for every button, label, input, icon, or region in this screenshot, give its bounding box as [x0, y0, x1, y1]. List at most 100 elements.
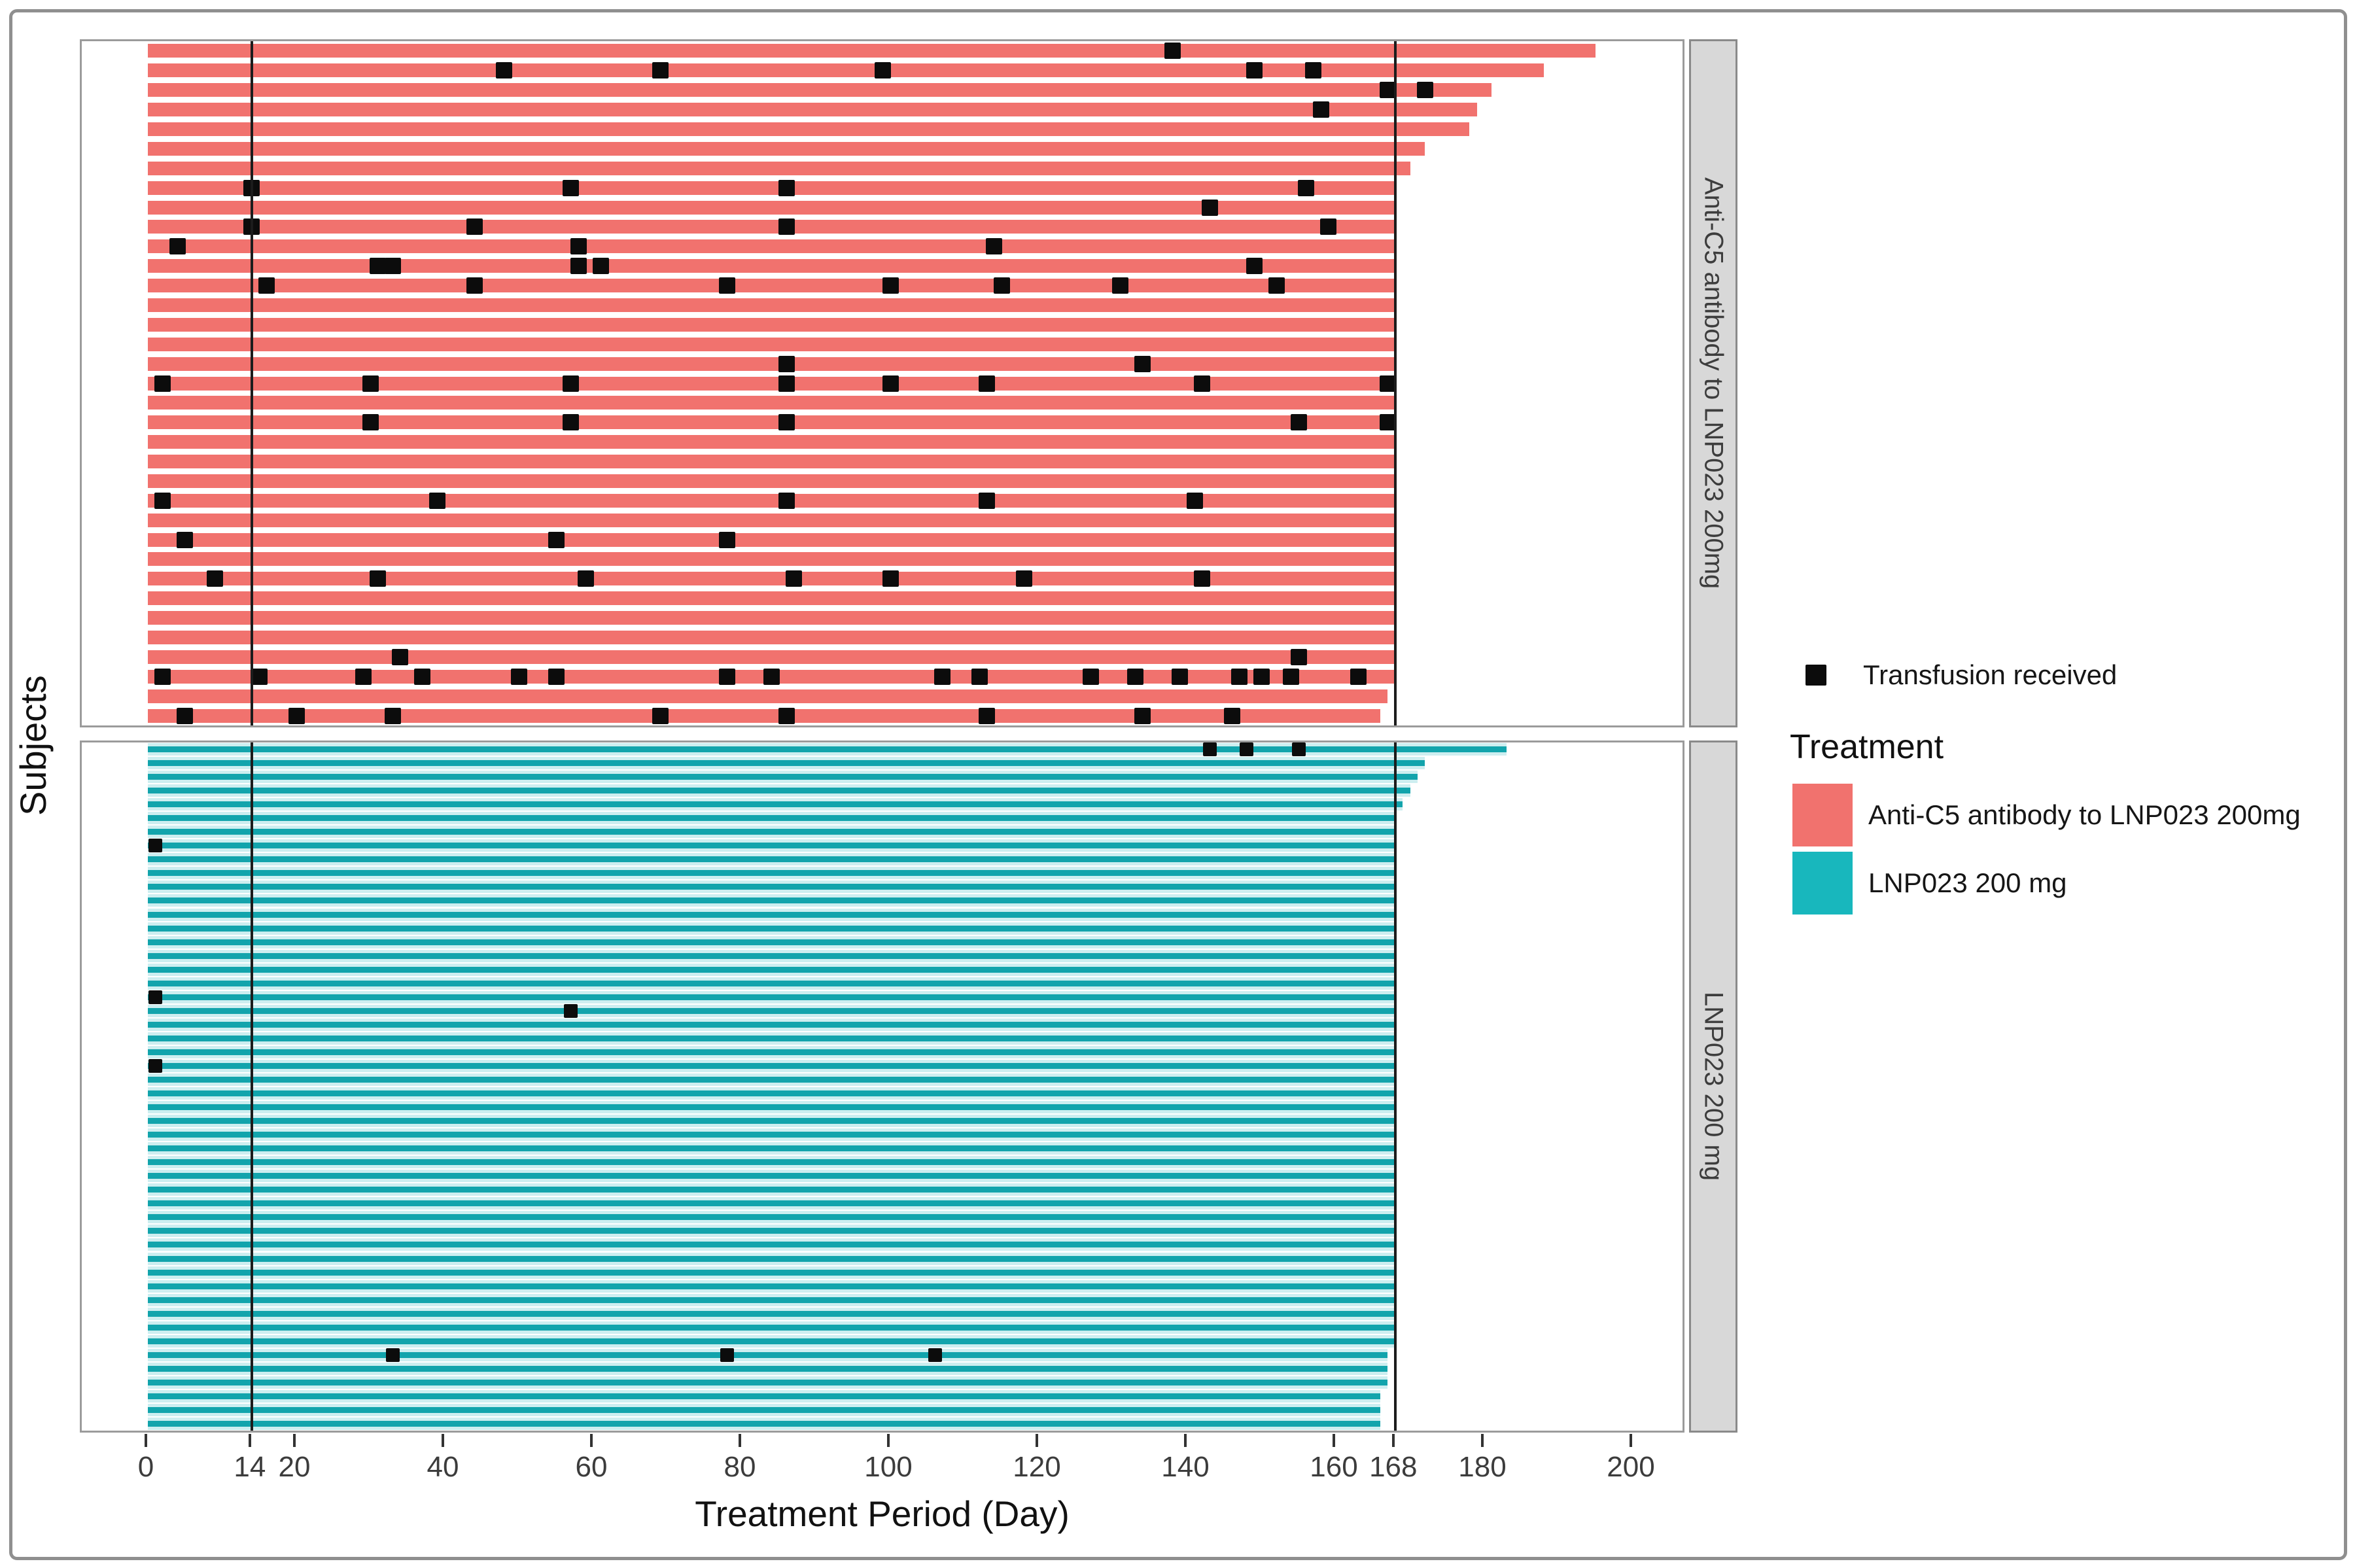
subject-bar [148, 1269, 1395, 1276]
transfusion-marker [1201, 199, 1218, 216]
y-axis-title: Subjects [12, 675, 54, 816]
transfusion-marker [466, 277, 483, 294]
transfusion-marker [882, 277, 899, 294]
transfusion-marker [258, 277, 275, 294]
subject-bar [148, 1365, 1388, 1372]
transfusion-marker [355, 668, 372, 685]
transfusion-marker [1291, 742, 1306, 757]
subject-bar [148, 1324, 1395, 1331]
subject-bar [148, 1228, 1395, 1234]
transfusion-marker [882, 375, 899, 392]
transfusion-marker [778, 375, 795, 392]
legend-item-anti-c5: Anti-C5 antibody to LNP023 200mg [1792, 784, 2301, 846]
subject-bar [148, 980, 1395, 986]
transfusion-marker [1240, 742, 1254, 757]
facet-strip-lnp023: LNP023 200 mg [1689, 740, 1737, 1433]
subject-bar [148, 141, 1425, 156]
subject-bar [148, 200, 1395, 215]
transfusion-marker [1312, 101, 1329, 118]
subject-bar [148, 181, 1395, 195]
transfusion-marker [1194, 570, 1211, 587]
facet-strip-lnp023-label: LNP023 200 mg [1699, 992, 1728, 1181]
transfusion-marker [1164, 43, 1181, 60]
legend-anti-c5-label: Anti-C5 antibody to LNP023 200mg [1868, 799, 2301, 830]
transfusion-marker [169, 238, 186, 255]
reference-line-day-168 [1393, 742, 1397, 1431]
transfusion-marker [563, 375, 580, 392]
x-tick-day-14 [248, 1434, 251, 1447]
subject-bar [148, 532, 1395, 547]
x-tick-day-100 [887, 1434, 890, 1447]
subject-bar [148, 1351, 1388, 1358]
x-axis: 0 14 20 40 60 80 100 120 140 160 168 180 200 [80, 1433, 1684, 1524]
facet-strip-anti-c5: Anti-C5 antibody to LNP023 200mg [1689, 39, 1737, 727]
x-tick-label-day-140: 140 [1161, 1451, 1210, 1483]
transfusion-marker [763, 668, 780, 685]
transfusion-marker [979, 492, 996, 509]
subject-bar [148, 689, 1388, 703]
subject-bar [148, 376, 1395, 391]
legend-lnp023-label: LNP023 200 mg [1868, 867, 2067, 898]
x-tick-label-day-100: 100 [864, 1451, 913, 1483]
transfusion-marker [1253, 668, 1270, 685]
subject-bar [148, 708, 1381, 723]
transfusion-marker [1134, 707, 1151, 724]
transfusion-marker [1202, 742, 1217, 757]
transfusion-marker [1134, 355, 1151, 372]
subject-bar [148, 220, 1395, 234]
transfusion-marker [564, 1003, 578, 1018]
transfusion-marker [979, 375, 996, 392]
subject-bar [148, 1035, 1395, 1041]
x-tick-day-120 [1036, 1434, 1038, 1447]
subject-bar [148, 44, 1596, 58]
subject-bar [148, 63, 1544, 78]
subject-bar [148, 966, 1395, 973]
subject-bar [148, 493, 1395, 508]
transfusion-marker [1230, 668, 1247, 685]
x-axis-title: Treatment Period (Day) [695, 1493, 1070, 1534]
transfusion-marker [548, 531, 565, 548]
subject-bar [148, 357, 1395, 371]
x-tick-day-180 [1481, 1434, 1484, 1447]
transfusion-marker [548, 668, 565, 685]
transfusion-marker [578, 570, 595, 587]
subject-bar [148, 939, 1395, 945]
subject-bar [148, 259, 1395, 273]
transfusion-marker [154, 492, 171, 509]
subject-bar [148, 843, 1395, 849]
x-tick-day-40 [442, 1434, 444, 1447]
transfusion-marker [652, 707, 669, 724]
transfusion-marker [718, 277, 735, 294]
transfusion-marker [1223, 707, 1240, 724]
subject-bar [148, 1159, 1395, 1166]
transfusion-marker [652, 62, 669, 79]
transfusion-marker [148, 990, 162, 1004]
transfusion-marker [778, 707, 795, 724]
subject-bar [148, 122, 1470, 136]
legend-transfusion-label: Transfusion received [1863, 659, 2118, 690]
transfusion-marker [288, 707, 305, 724]
transfusion-marker [720, 1348, 734, 1362]
subject-bar [148, 788, 1410, 794]
panel-anti-c5 [80, 39, 1684, 727]
subject-bar [148, 1090, 1395, 1097]
x-tick-day-80 [739, 1434, 741, 1447]
x-tick-day-60 [590, 1434, 593, 1447]
subject-bar [148, 1214, 1395, 1221]
transfusion-marker [875, 62, 892, 79]
reference-line-day-168 [1393, 41, 1397, 725]
subject-bar [148, 415, 1395, 430]
legend-item-lnp023: LNP023 200 mg [1792, 852, 2067, 915]
reference-line-day-14 [250, 41, 253, 725]
transfusion-marker [496, 62, 513, 79]
subject-bar [148, 279, 1395, 293]
transfusion-marker [362, 375, 379, 392]
subject-bar [148, 631, 1395, 644]
transfusion-marker [1268, 277, 1285, 294]
subject-bar [148, 870, 1395, 877]
transfusion-marker [392, 648, 409, 665]
transfusion-marker [1082, 668, 1099, 685]
transfusion-marker [778, 492, 795, 509]
subject-bar [148, 1255, 1395, 1262]
subject-bar [148, 1242, 1395, 1248]
